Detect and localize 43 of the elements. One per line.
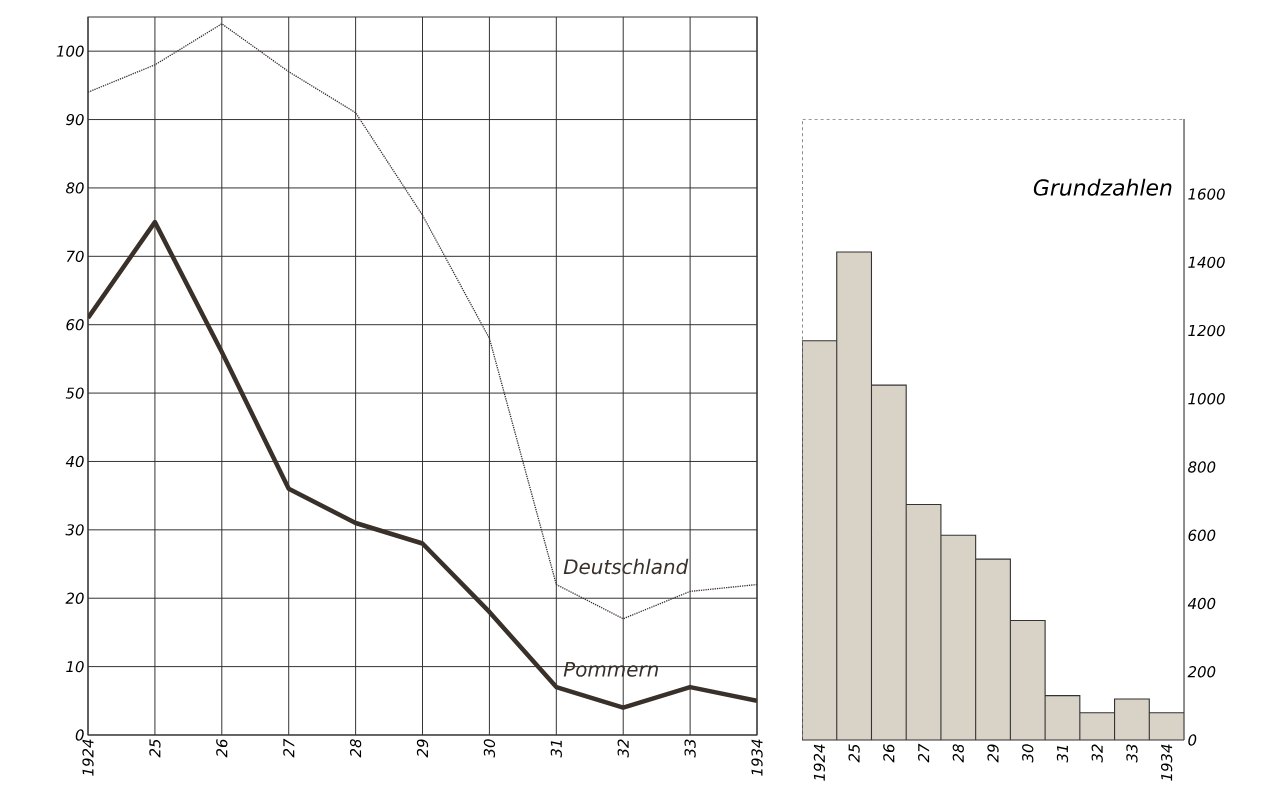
x-tick-label: 27 xyxy=(283,738,295,758)
text: Grundzahlen xyxy=(1033,178,1172,196)
y-tick-label: 200 xyxy=(1187,666,1216,678)
x-tick-label: 1934 xyxy=(1161,744,1173,781)
y-tick-label: 100 xyxy=(56,45,84,57)
y-tick-label: 60 xyxy=(66,319,84,331)
y-tick-label: 20 xyxy=(65,592,84,604)
x-tick-label: 25 xyxy=(149,739,161,758)
x-tick-label: 25 xyxy=(848,744,860,763)
x-tick-label: 26 xyxy=(216,739,228,758)
y-tick-label: 80 xyxy=(65,182,84,194)
x-tick-label: 30 xyxy=(483,739,496,758)
y-tick-label: 1200 xyxy=(1188,324,1225,337)
y-tick-label: 40 xyxy=(65,455,84,468)
x-tick-label: 31 xyxy=(550,740,562,758)
x-tick-label: 33 xyxy=(1126,744,1138,763)
y-tick-label: 1000 xyxy=(1188,393,1225,405)
x-tick-label: 1934 xyxy=(751,739,763,776)
y-tick-label: 90 xyxy=(66,113,84,126)
y-tick-label: 0 xyxy=(75,729,84,741)
y-tick-label: 800 xyxy=(1188,461,1216,473)
y-tick-label: 70 xyxy=(66,250,84,262)
x-tick-label: 27 xyxy=(918,743,930,763)
y-tick-label: 1600 xyxy=(1188,188,1225,200)
x-tick-label: 32 xyxy=(617,739,629,758)
y-tick-label: 30 xyxy=(65,524,84,536)
x-tick-label: 33 xyxy=(684,739,696,758)
x-tick-label: 32 xyxy=(1091,744,1103,763)
x-tick-label: 1924 xyxy=(82,739,94,776)
x-tick-label: 30 xyxy=(1022,744,1034,763)
x-tick-label: 1924 xyxy=(813,744,826,781)
y-tick-label: 1400 xyxy=(1188,256,1225,268)
y-tick-label: 400 xyxy=(1187,597,1216,610)
x-tick-label: 28 xyxy=(349,739,362,758)
x-tick-label: 28 xyxy=(952,744,964,763)
x-tick-label: 29 xyxy=(987,744,999,763)
y-tick-label: 10 xyxy=(66,660,84,673)
y-tick-label: 0 xyxy=(1188,734,1197,746)
y-tick-label: 600 xyxy=(1188,529,1216,541)
y-tick-label: 50 xyxy=(65,387,84,399)
x-tick-label: 29 xyxy=(416,739,429,758)
x-tick-label: 26 xyxy=(883,744,895,763)
x-tick-label: 31 xyxy=(1056,745,1069,763)
